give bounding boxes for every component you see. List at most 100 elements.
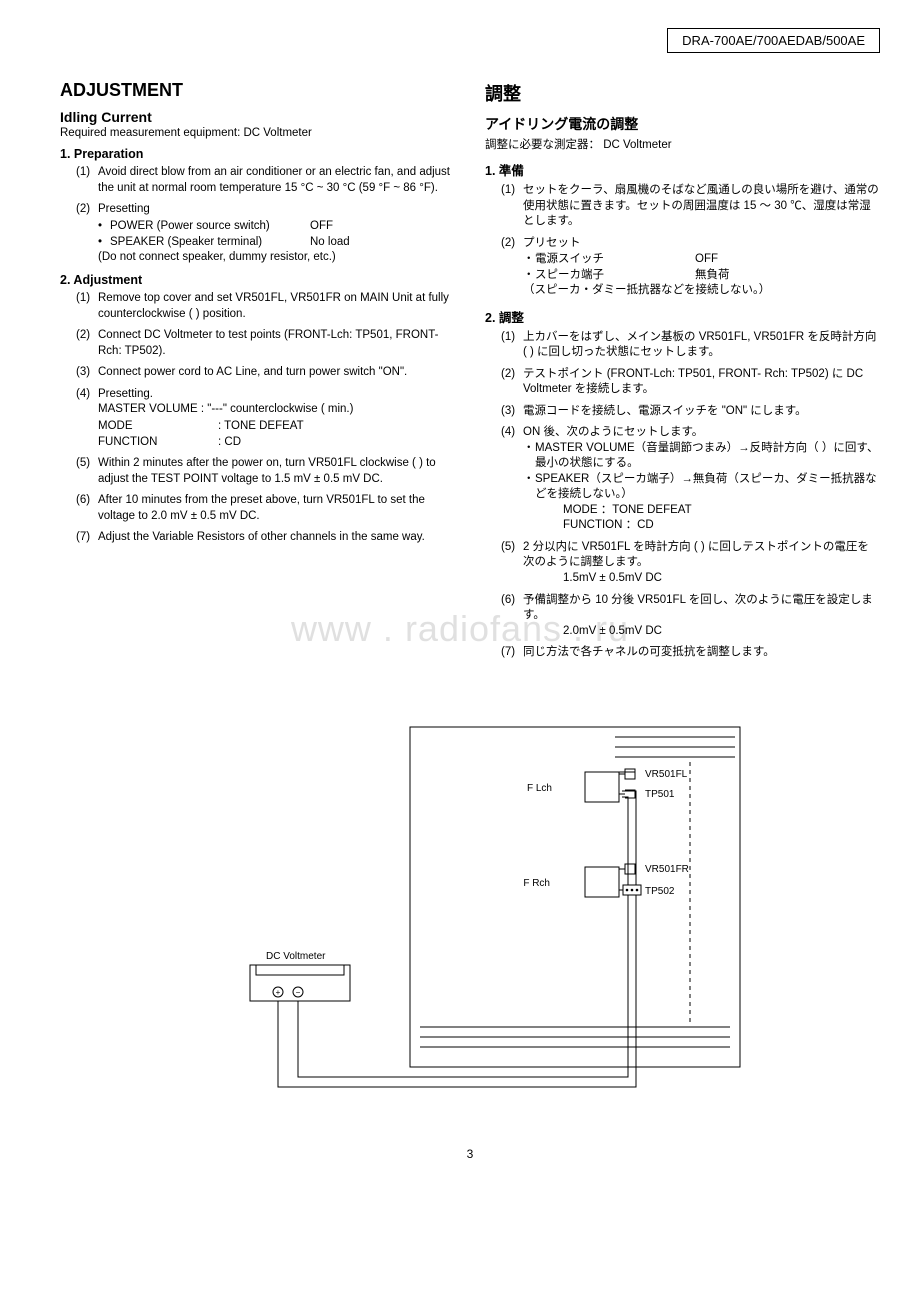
item-text: プリセット	[523, 237, 581, 249]
svg-text:+: +	[276, 988, 281, 997]
preset-value: : TONE DEFEAT	[218, 418, 304, 434]
req-jp: 調整に必要な測定器： DC Voltmeter	[485, 136, 880, 152]
item-text: Remove top cover and set VR501FL, VR501F…	[98, 292, 449, 320]
preset-label: FUNCTION	[98, 434, 218, 450]
item-text: セットをクーラ、扇風機のそばなど風通しの良い場所を避け、通常の使用状態に置きます…	[523, 184, 879, 227]
preset-value: : CD	[218, 434, 241, 450]
subtitle-en: Idling Current	[60, 109, 455, 125]
preset-line: MASTER VOLUME（音量調節つまみ）→反時計方向（ ）に回す、最小の状態…	[523, 441, 880, 472]
preset-row: FUNCTION : CD	[98, 434, 455, 450]
preset-label: 電源スイッチ	[535, 251, 695, 267]
preset-line: SPEAKER（スピーカ端子）→無負荷（スピーカ、ダミー抵抗器などを接続しない。…	[523, 472, 880, 503]
svg-text:TP501: TP501	[645, 789, 675, 800]
preset-row: スピーカ端子 無負荷	[523, 267, 880, 283]
adj-item: (4) ON 後、次のようにセットします。 MASTER VOLUME（音量調節…	[501, 425, 880, 534]
preset-value: OFF	[310, 218, 333, 234]
item-number: (6)	[76, 493, 90, 509]
preset-note: (Do not connect speaker, dummy resistor,…	[98, 250, 455, 266]
prep-item: (1) Avoid direct blow from an air condit…	[76, 165, 455, 196]
preset-value: 無負荷	[695, 267, 730, 283]
item-number: (5)	[501, 540, 515, 556]
preset-label: スピーカ端子	[535, 267, 695, 283]
item-text: 上カバーをはずし、メイン基板の VR501FL, VR501FR を反時計方向 …	[523, 331, 876, 359]
item-number: (1)	[76, 165, 90, 181]
preset-row: SPEAKER (Speaker terminal) No load	[98, 234, 455, 250]
item-number: (4)	[76, 387, 90, 403]
item-text: After 10 minutes from the preset above, …	[98, 494, 425, 522]
adj-item: (3) 電源コードを接続し、電源スイッチを "ON" にします。	[501, 404, 880, 420]
item-number: (1)	[501, 183, 515, 199]
adj-item: (3) Connect power cord to AC Line, and t…	[76, 365, 455, 381]
preset-value: OFF	[695, 251, 718, 267]
voltage-value: 2.0mV ± 0.5mV DC	[563, 624, 880, 640]
item-number: (2)	[501, 367, 515, 383]
item-text: 同じ方法で各チャネルの可変抵抗を調整します。	[523, 646, 775, 658]
item-number: (2)	[76, 328, 90, 344]
page-number: 3	[60, 1147, 880, 1161]
item-text: テストポイント (FRONT-Lch: TP501, FRONT- Rch: T…	[523, 368, 863, 396]
item-number: (7)	[76, 530, 90, 546]
column-english: ADJUSTMENT Idling Current Required measu…	[60, 80, 455, 667]
svg-text:F Lch: F Lch	[527, 783, 552, 794]
item-text: Avoid direct blow from an air conditione…	[98, 166, 450, 194]
subtitle-jp: アイドリング電流の調整	[485, 114, 880, 134]
item-text: Within 2 minutes after the power on, tur…	[98, 457, 436, 485]
item-text: ON 後、次のようにセットします。	[523, 426, 703, 438]
preset-line: MASTER VOLUME : "---" counterclockwise (…	[98, 402, 455, 418]
item-text: Presetting	[98, 203, 150, 215]
item-number: (3)	[501, 404, 515, 420]
adj-item: (1) 上カバーをはずし、メイン基板の VR501FL, VR501FR を反時…	[501, 330, 880, 361]
diagram-svg: F LchVR501FLTP501F RchVR501FRTP502DC Vol…	[190, 707, 750, 1107]
item-number: (1)	[501, 330, 515, 346]
item-text: Connect DC Voltmeter to test points (FRO…	[98, 329, 438, 357]
column-japanese: 調整 アイドリング電流の調整 調整に必要な測定器： DC Voltmeter 1…	[485, 80, 880, 667]
preset-line: FUNCTION ：CD	[563, 518, 880, 534]
adj-item: (1) Remove top cover and set VR501FL, VR…	[76, 291, 455, 322]
preset-note: （スピーカ・ダミー抵抗器などを接続しない。）	[523, 283, 880, 299]
title-jp: 調整	[485, 80, 880, 106]
item-text: 予備調整から 10 分後 VR501FL を回し、次のように電圧を設定します。	[523, 594, 873, 622]
item-text: 電源コードを接続し、電源スイッチを "ON" にします。	[523, 405, 807, 417]
svg-text:VR501FL: VR501FL	[645, 769, 688, 780]
title-en: ADJUSTMENT	[60, 80, 455, 101]
heading-adj-jp: 2. 調整	[485, 307, 880, 326]
item-number: (7)	[501, 645, 515, 661]
adj-item: (5) 2 分以内に VR501FL を時計方向 ( ) に回しテストポイントの…	[501, 540, 880, 587]
item-number: (2)	[501, 236, 515, 252]
model-box: DRA-700AE/700AEDAB/500AE	[667, 28, 880, 53]
preset-label: MODE	[98, 418, 218, 434]
adj-item: (4) Presetting. MASTER VOLUME : "---" co…	[76, 387, 455, 450]
svg-text:VR501FR: VR501FR	[645, 864, 689, 875]
prep-item: (2) Presetting POWER (Power source switc…	[76, 202, 455, 265]
preset-row: 電源スイッチ OFF	[523, 251, 880, 267]
adj-item: (7) Adjust the Variable Resistors of oth…	[76, 530, 455, 546]
adj-item: (2) Connect DC Voltmeter to test points …	[76, 328, 455, 359]
adj-item: (6) 予備調整から 10 分後 VR501FL を回し、次のように電圧を設定し…	[501, 593, 880, 640]
heading-prep-jp: 1. 準備	[485, 160, 880, 179]
heading-prep-en: 1. Preparation	[60, 147, 455, 161]
item-text: Adjust the Variable Resistors of other c…	[98, 531, 425, 543]
adj-item: (2) テストポイント (FRONT-Lch: TP501, FRONT- Rc…	[501, 367, 880, 398]
item-number: (1)	[76, 291, 90, 307]
prep-item: (2) プリセット 電源スイッチ OFF スピーカ端子 無負荷 （スピーカ・ダミ…	[501, 236, 880, 299]
item-number: (4)	[501, 425, 515, 441]
adj-item: (6) After 10 minutes from the preset abo…	[76, 493, 455, 524]
preset-row: MODE : TONE DEFEAT	[98, 418, 455, 434]
adj-item: (7) 同じ方法で各チャネルの可変抵抗を調整します。	[501, 645, 880, 661]
req-en: Required measurement equipment: DC Voltm…	[60, 127, 455, 139]
svg-text:TP502: TP502	[645, 886, 675, 897]
adj-item: (5) Within 2 minutes after the power on,…	[76, 456, 455, 487]
voltage-value: 1.5mV ± 0.5mV DC	[563, 571, 880, 587]
prep-item: (1) セットをクーラ、扇風機のそばなど風通しの良い場所を避け、通常の使用状態に…	[501, 183, 880, 230]
preset-label: POWER (Power source switch)	[110, 218, 310, 234]
svg-text:−: −	[296, 988, 301, 997]
preset-line: MODE ：TONE DEFEAT	[563, 503, 880, 519]
item-number: (2)	[76, 202, 90, 218]
wiring-diagram: F LchVR501FLTP501F RchVR501FRTP502DC Vol…	[60, 707, 880, 1107]
preset-label: SPEAKER (Speaker terminal)	[110, 234, 310, 250]
item-text: Presetting.	[98, 388, 153, 400]
svg-text:F Rch: F Rch	[523, 878, 550, 889]
item-text: Connect power cord to AC Line, and turn …	[98, 366, 407, 378]
item-number: (3)	[76, 365, 90, 381]
item-text: 2 分以内に VR501FL を時計方向 ( ) に回しテストポイントの電圧を次…	[523, 541, 869, 569]
